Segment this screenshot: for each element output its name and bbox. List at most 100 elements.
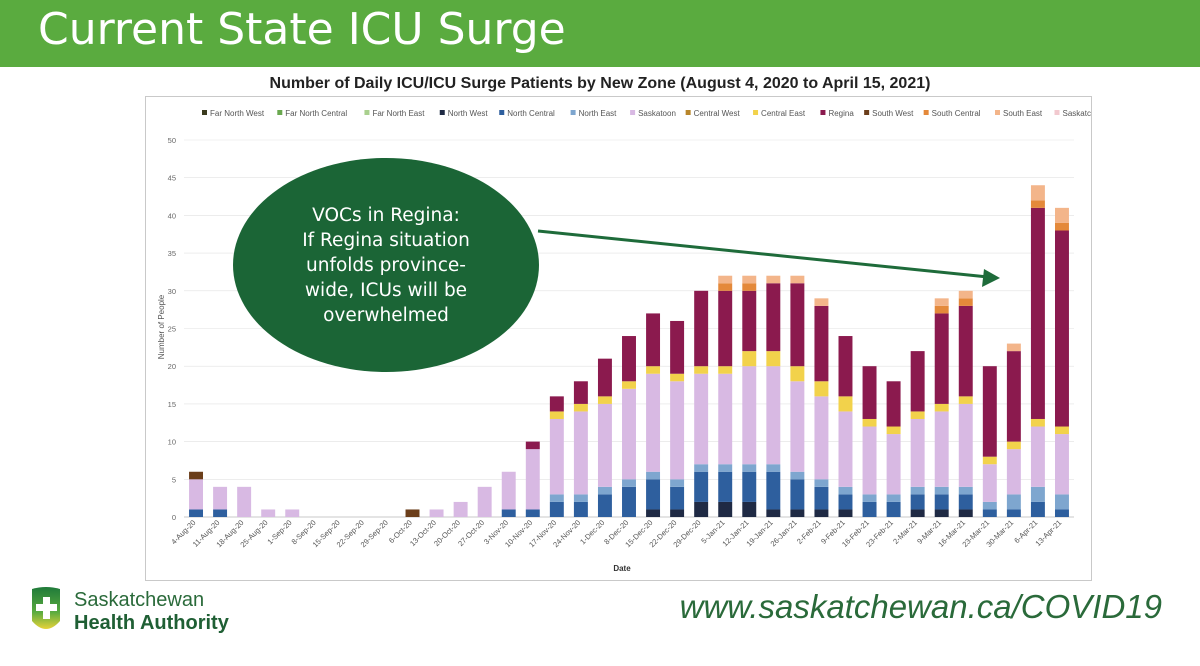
bar-segment (549, 501, 564, 517)
legend-item: South East (995, 109, 1043, 118)
bar-segment (646, 509, 661, 517)
bar-segment (766, 471, 781, 510)
callout-text: VOCs in Regina: If Regina situation unfold… (302, 203, 470, 328)
legend-item: North East (570, 109, 617, 118)
bar-segment (862, 501, 877, 517)
x-tick-label: 26-Jan-21 (769, 518, 799, 548)
bar-segment (670, 509, 685, 517)
callout-line: wide, ICUs will be (304, 279, 468, 301)
x-tick-label: 27-Oct-20 (456, 518, 486, 548)
bar-segment (1006, 441, 1021, 450)
bar-segment (285, 509, 300, 517)
bar-stack (838, 336, 853, 517)
bar-segment (766, 509, 781, 517)
y-tick-label: 15 (168, 400, 176, 409)
trend-arrow (537, 229, 1000, 287)
bar-segment (622, 381, 636, 389)
bar-segment (886, 426, 901, 435)
bar-segment (958, 403, 973, 487)
bar-segment (573, 411, 588, 495)
bar-segment (1006, 449, 1021, 495)
x-tick-label: 13-Apr-21 (1033, 518, 1063, 548)
legend-item: Saskatchewan (1054, 109, 1115, 118)
legend-swatch (820, 110, 826, 115)
bar-segment (573, 381, 588, 404)
bar-segment (790, 366, 805, 382)
bar-segment (790, 471, 805, 480)
bar-segment (934, 509, 949, 517)
bar-stack (189, 471, 204, 517)
legend-swatch (202, 110, 207, 115)
bar-stack (213, 486, 228, 517)
x-tick-label: 1-Dec-20 (578, 518, 606, 546)
arrow-head-icon (982, 269, 1000, 287)
bar-segment (790, 479, 805, 510)
legend-item: North West (439, 109, 488, 118)
sha-logo-mark-icon (32, 587, 60, 629)
bar-segment (814, 396, 829, 480)
bar-stack (766, 275, 781, 517)
legend-item: Far North East (364, 109, 425, 118)
bar-segment (1006, 494, 1021, 510)
bar-segment (982, 464, 997, 502)
bar-segment (718, 275, 733, 284)
bar-segment (622, 336, 636, 382)
legend-swatch (1054, 110, 1060, 115)
legend-swatch (570, 110, 576, 115)
callout-line: overwhelmed (323, 304, 449, 326)
bar-segment (814, 298, 829, 306)
legend-label: Saskatoon (638, 109, 676, 118)
bar-segment (670, 479, 685, 487)
bar-segment (790, 283, 805, 367)
chart-bars (189, 185, 1069, 517)
website-url: www.saskatchewan.ca/COVID19 (679, 588, 1162, 625)
bar-segment (1030, 185, 1045, 201)
legend-swatch (995, 110, 1000, 115)
legend-label: Far North East (372, 109, 425, 118)
y-tick-label: 45 (168, 174, 176, 183)
bar-segment (549, 411, 564, 419)
bar-segment (718, 366, 733, 374)
bar-segment (622, 479, 636, 487)
bar-segment (718, 290, 733, 367)
bar-segment (862, 366, 877, 419)
bar-segment (766, 275, 781, 284)
bar-segment (1054, 494, 1069, 510)
legend-item: Far North West (202, 109, 265, 118)
bar-segment (814, 486, 829, 510)
bar-segment (525, 509, 540, 517)
bar-segment (982, 366, 997, 457)
bar-segment (790, 275, 805, 284)
bar-stack (790, 275, 805, 517)
legend-label: Far North West (210, 109, 265, 118)
bar-segment (1030, 486, 1045, 502)
bar-segment (646, 313, 661, 367)
bar-stack (958, 290, 973, 517)
callout-line: unfolds province- (306, 254, 466, 276)
legend-item: North Central (499, 109, 555, 118)
bar-segment (237, 486, 252, 517)
bar-segment (910, 411, 925, 419)
bar-segment (742, 464, 757, 472)
bar-segment (646, 373, 661, 472)
bar-segment (934, 298, 949, 306)
y-axis-label: Number of People (157, 294, 166, 359)
bar-segment (1030, 501, 1045, 517)
arrow-shaft (537, 229, 989, 279)
bar-segment (670, 486, 685, 510)
y-tick-label: 0 (172, 513, 176, 522)
bar-stack (405, 509, 420, 517)
bar-segment (958, 290, 973, 299)
bar-segment (213, 486, 228, 510)
bar-segment (501, 509, 516, 517)
y-tick-label: 35 (168, 249, 176, 258)
bar-segment (742, 275, 757, 284)
bar-segment (718, 283, 733, 291)
bar-segment (814, 509, 829, 517)
x-tick-label: 1-Sep-20 (265, 518, 293, 546)
bar-segment (1054, 207, 1069, 223)
bar-segment (934, 313, 949, 404)
bar-segment (838, 396, 853, 412)
bar-segment (597, 494, 612, 517)
bar-stack (670, 320, 685, 517)
